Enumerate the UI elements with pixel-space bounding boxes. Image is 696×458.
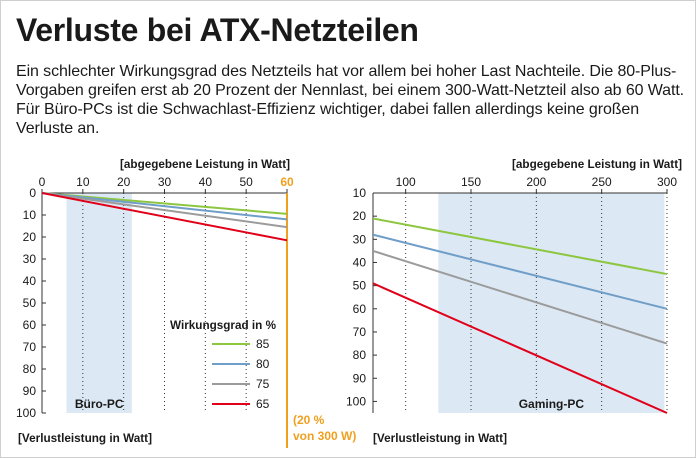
buero-series-line-80 — [42, 192, 288, 221]
gaming-y-tick-label: 70 — [353, 325, 367, 339]
gaming-series-line-65 — [373, 282, 668, 414]
chart-title: Verluste bei ATX-Netzteilen — [16, 12, 419, 48]
gaming-y-tick-label: 80 — [353, 348, 367, 362]
buero-y-tick-label: 10 — [23, 208, 37, 222]
gaming-series-line-85 — [373, 217, 668, 276]
gaming-y-tick-label: 60 — [353, 302, 367, 316]
gaming-y-tick-label: 30 — [353, 232, 367, 246]
buero-y-tick-label: 60 — [23, 318, 37, 332]
buero-y-axis-label: [Verlustleistung in Watt] — [18, 431, 152, 445]
gaming-y-tick-label: 50 — [353, 279, 367, 293]
buero-series-line-75 — [42, 192, 288, 229]
legend-label-85: 85 — [256, 337, 270, 351]
gaming-x-tick-label: 300 — [657, 175, 677, 189]
buero-x-tick-label: 40 — [199, 175, 213, 189]
buero-marker-label: von 300 W) — [293, 429, 356, 443]
buero-y-tick-label: 20 — [23, 230, 37, 244]
buero-x-tick-label: 50 — [239, 175, 253, 189]
gaming-y-tick-label: 10 — [353, 186, 367, 200]
buero-y-tick-label: 40 — [23, 274, 37, 288]
buero-y-tick-label: 50 — [23, 296, 37, 310]
buero-y-tick-label: 0 — [29, 186, 36, 200]
buero-series-line-65 — [42, 192, 288, 242]
buero-y-tick-label: 80 — [23, 362, 37, 376]
gaming-highlight-label: Gaming-PC — [519, 397, 585, 411]
gaming-x-tick-label: 250 — [592, 175, 612, 189]
legend-title: Wirkungsgrad in % — [170, 318, 276, 332]
gaming-series-line-75 — [373, 249, 668, 345]
buero-y-tick-label: 100 — [16, 406, 36, 420]
gaming-series-line-80 — [373, 233, 668, 310]
gaming-x-axis-label: [abgegebene Leistung in Watt] — [512, 157, 682, 171]
buero-y-tick-label: 70 — [23, 340, 37, 354]
buero-x-tick-label: 60 — [280, 175, 294, 189]
buero-x-axis-label: [abgegebene Leistung in Watt] — [120, 157, 290, 171]
gaming-pc-chart: 100 150 200 250 300 10 20 30 40 50 60 70 80 90 100 [abg… — [346, 157, 682, 445]
buero-pc-chart: 0 10 20 30 40 50 60 0 10 20 30 40 50 60 70 80 90 100 [abge… — [16, 157, 356, 448]
buero-y-tick-label: 30 — [23, 252, 37, 266]
buero-highlight-band — [66, 193, 132, 413]
chart-subtitle: Ein schlechter Wirkungsgrad des Netzteil… — [16, 63, 685, 137]
legend-label-65: 65 — [256, 397, 270, 411]
gaming-y-axis-label: [Verlustleistung in Watt] — [373, 431, 507, 445]
gaming-x-tick-label: 200 — [526, 175, 546, 189]
legend-label-80: 80 — [256, 357, 270, 371]
gaming-y-tick-label: 40 — [353, 255, 367, 269]
gaming-y-tick-label: 90 — [353, 371, 367, 385]
gaming-y-tick-label: 100 — [346, 394, 366, 408]
gaming-y-tick-label: 20 — [353, 209, 367, 223]
legend-label-75: 75 — [256, 377, 270, 391]
buero-marker-label: (20 % — [293, 413, 325, 427]
gaming-highlight-band — [438, 193, 665, 413]
gaming-x-tick-label: 150 — [461, 175, 481, 189]
buero-highlight-label: Büro-PC — [75, 397, 124, 411]
buero-x-tick-label: 10 — [76, 175, 90, 189]
buero-y-tick-label: 90 — [23, 384, 37, 398]
gaming-x-tick-label: 100 — [396, 175, 416, 189]
buero-x-tick-label: 30 — [158, 175, 172, 189]
buero-x-tick-label: 0 — [39, 175, 46, 189]
buero-x-tick-label: 20 — [117, 175, 131, 189]
